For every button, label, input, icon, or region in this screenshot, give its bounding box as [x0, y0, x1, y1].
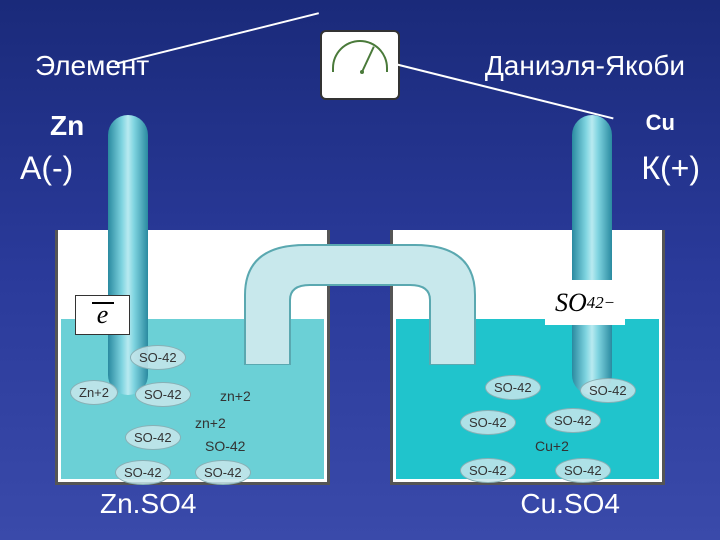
zn-electrode-label: Zn [50, 110, 84, 142]
solution-label-left: Zn.SO4 [100, 488, 196, 520]
ion-so4: SO-42 [555, 458, 611, 483]
ion-zn2_b: zn+2 [220, 388, 251, 404]
salt-bridge [235, 235, 485, 365]
cathode-label: К(+) [641, 150, 700, 187]
solution-label-right: Cu.SO4 [520, 488, 620, 520]
ion-so4: SO-42 [485, 375, 541, 400]
ion-zn2_b: zn+2 [195, 415, 226, 431]
galvanometer [320, 30, 400, 100]
electron-symbol-box: e [75, 295, 130, 335]
ion-so4: SO-42 [205, 438, 245, 454]
ion-so4: SO-42 [125, 425, 181, 450]
galvanometer-needle [361, 46, 375, 72]
title-right: Даниэля-Якоби [485, 50, 685, 82]
cu-electrode [572, 115, 612, 395]
ion-so4: SO-42 [460, 458, 516, 483]
ion-so4: SO-42 [195, 460, 251, 485]
wire-left [115, 12, 319, 65]
cu-electrode-label: Cu [646, 110, 675, 136]
ion-so4: SO-42 [460, 410, 516, 435]
electron-symbol: e [97, 300, 109, 330]
sulfate-formula-box: SO42− [545, 280, 625, 325]
ion-cu2: Cu+2 [535, 438, 569, 454]
ion-so4: SO-42 [115, 460, 171, 485]
anode-label: А(-) [20, 150, 73, 187]
title-left: Элемент [35, 50, 149, 82]
ion-so4: SO-42 [130, 345, 186, 370]
ion-so4: SO-42 [545, 408, 601, 433]
ion-so4: SO-42 [135, 382, 191, 407]
ion-so4: SO-42 [580, 378, 636, 403]
ion-zn2_a: Zn+2 [70, 380, 118, 405]
